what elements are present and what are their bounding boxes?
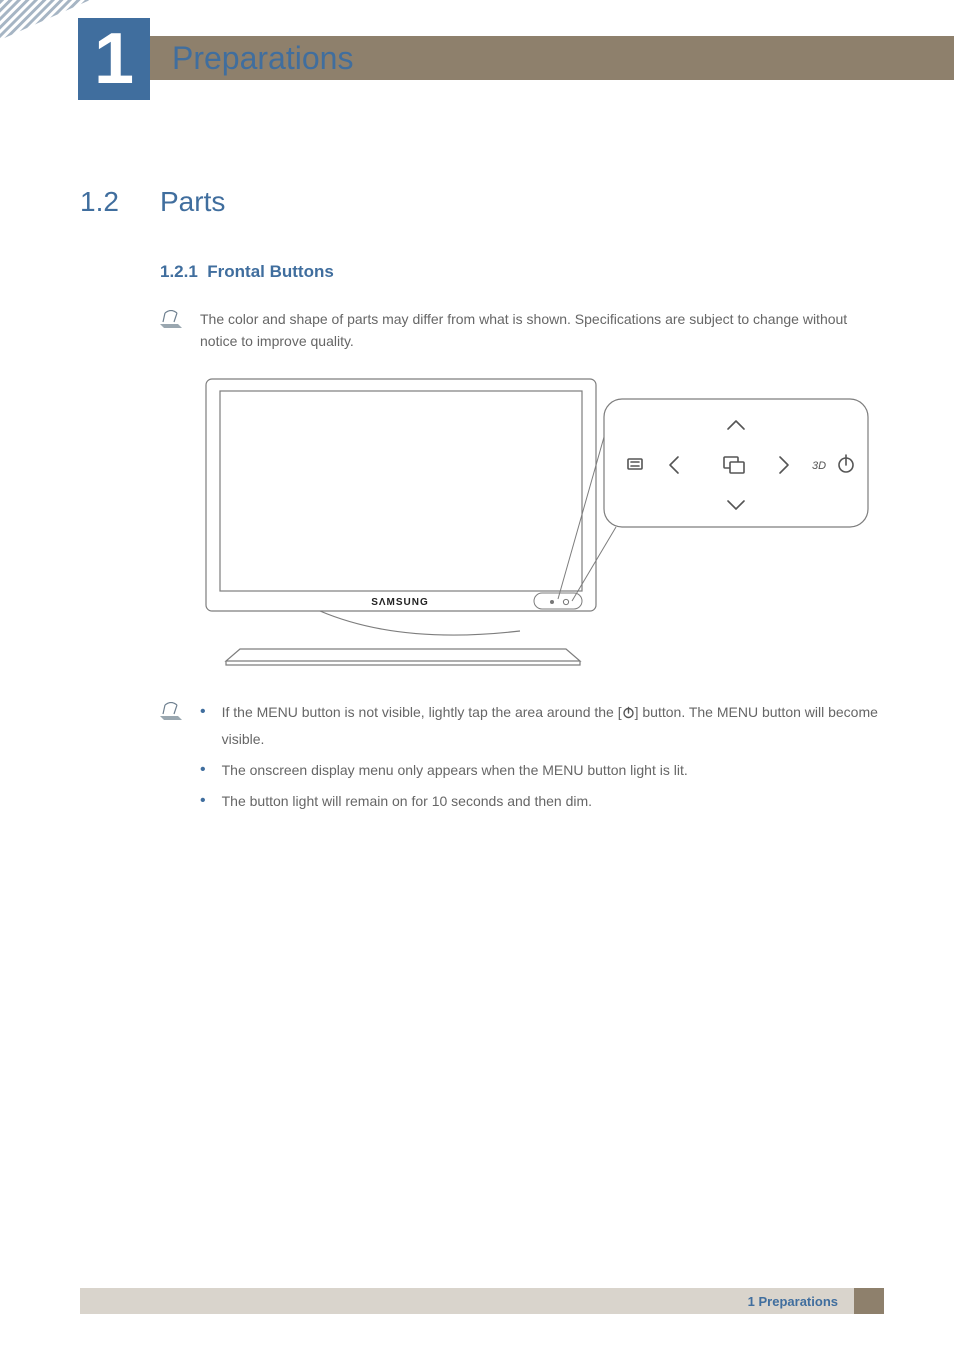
corner-hatch xyxy=(0,0,90,40)
footer-stub xyxy=(854,1288,884,1314)
note-block-2: • If the MENU button is not visible, lig… xyxy=(160,700,884,821)
bullet-text: The onscreen display menu only appears w… xyxy=(222,758,884,783)
note-icon xyxy=(160,310,182,328)
footer-text: 1 Preparations xyxy=(748,1294,838,1309)
section-heading: 1.2 Parts xyxy=(80,186,884,218)
chapter-tab: 1 xyxy=(78,18,150,100)
brand-label: SΛMSUNG xyxy=(371,597,429,608)
chapter-number: 1 xyxy=(94,23,134,95)
bullet-dot: • xyxy=(200,758,206,783)
subsection-title: Frontal Buttons xyxy=(207,262,334,281)
section-title: Parts xyxy=(160,186,225,218)
bullet-text: The button light will remain on for 10 s… xyxy=(222,789,884,814)
list-item: • The button light will remain on for 10… xyxy=(200,789,884,814)
note-bullets: • If the MENU button is not visible, lig… xyxy=(200,700,884,821)
subsection-number: 1.2.1 xyxy=(160,262,198,281)
list-item: • The onscreen display menu only appears… xyxy=(200,758,884,783)
bullet-dot: • xyxy=(200,700,206,752)
power-icon xyxy=(622,702,635,727)
label-3d: 3D xyxy=(812,460,826,472)
chapter-title: Preparations xyxy=(172,40,353,77)
bullet-text: If the MENU button is not visible, light… xyxy=(222,700,884,752)
note-icon xyxy=(160,702,182,720)
footer: 1 Preparations xyxy=(80,1288,884,1314)
footer-bar: 1 Preparations xyxy=(80,1288,854,1314)
subsection-heading: 1.2.1 Frontal Buttons xyxy=(160,262,884,282)
list-item: • If the MENU button is not visible, lig… xyxy=(200,700,884,752)
note-block-1: The color and shape of parts may differ … xyxy=(160,308,884,353)
note-text-1: The color and shape of parts may differ … xyxy=(200,308,884,353)
section-number: 1.2 xyxy=(80,186,160,218)
frontal-buttons-diagram: 3D SΛMSUNG xyxy=(200,377,880,672)
bullet-dot: • xyxy=(200,789,206,814)
